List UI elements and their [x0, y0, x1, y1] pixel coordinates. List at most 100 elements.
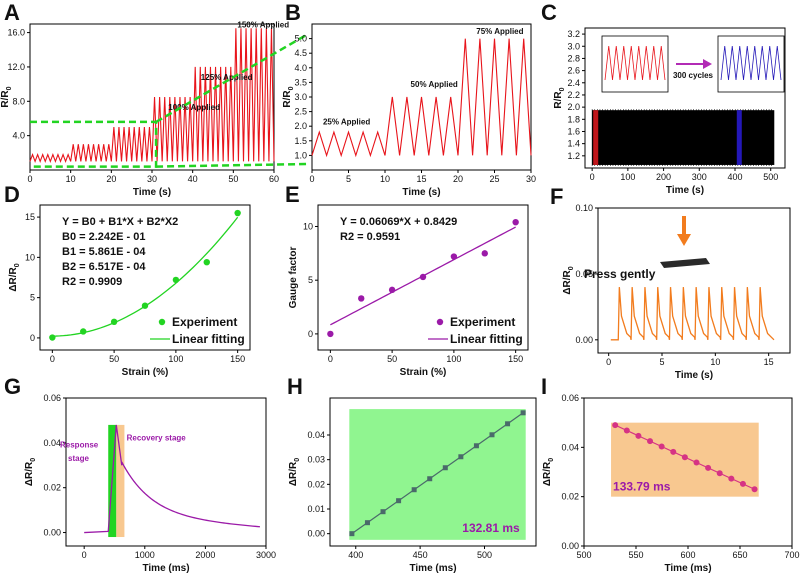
plot-frame [584, 27, 786, 169]
legend-marker [158, 318, 166, 326]
x-tick-label: 0 [309, 174, 314, 184]
x-tick-label: 1000 [135, 550, 155, 560]
data-point [505, 421, 511, 427]
inset-note: 300 cycles [673, 71, 714, 80]
data-point [670, 448, 677, 455]
arrow-icon [703, 59, 712, 69]
x-tick-label: 550 [628, 550, 643, 560]
y-tick-label: 2.2 [567, 90, 580, 100]
inset-frame [717, 35, 785, 93]
annotation: 125% Applied [201, 73, 253, 82]
y-tick-label: 2.0 [567, 102, 580, 112]
x-tick-label: 0 [50, 354, 55, 364]
data-point [520, 410, 526, 416]
cycle-highlight [593, 110, 599, 165]
y-tick-label: 0.00 [575, 335, 593, 345]
x-tick-label: 500 [763, 172, 778, 182]
data-point [489, 432, 495, 438]
cycle-highlight [736, 110, 742, 165]
data-point [110, 318, 118, 326]
y-axis-label: ΔR/R0 [542, 458, 555, 486]
data-point [411, 487, 417, 493]
response-label: stage [68, 454, 89, 463]
x-tick-label: 400 [348, 550, 363, 560]
zoom-connector [156, 162, 309, 168]
data-point [442, 465, 448, 471]
data-point [623, 427, 630, 434]
data-point [419, 273, 427, 281]
x-axis-label: Time (s) [675, 370, 713, 381]
fit-equation: Y = B0 + B1*X + B2*X2 [62, 216, 178, 228]
data-point [172, 276, 180, 284]
zoom-box [30, 120, 158, 168]
x-axis-label: Time (ms) [142, 563, 189, 574]
x-axis-label: Time (ms) [409, 563, 456, 574]
data-point [427, 476, 433, 482]
data-point [705, 464, 712, 471]
annotation: 75% Applied [476, 27, 523, 36]
y-tick-label: 0.04 [307, 430, 325, 440]
panel-c: C 0 100 200 300 400 500 1.2 1.4 1.6 1.8 2.0 2.2 2.4 2.… [541, 0, 786, 196]
x-tick-label: 650 [732, 550, 747, 560]
y-tick-label: 2.8 [567, 53, 580, 63]
y-tick-label: 4.5 [294, 48, 307, 58]
y-tick-label: 1.8 [567, 114, 580, 124]
pressure-signal [610, 287, 775, 341]
y-tick-label: 15 [25, 212, 35, 222]
y-tick-label: 1.0 [294, 150, 307, 160]
data-point [380, 509, 386, 515]
fit-equation: R2 = 0.9591 [340, 231, 400, 243]
data-point [80, 328, 87, 335]
zoom-connector [155, 32, 309, 123]
panel-label: I [541, 374, 547, 399]
data-point [739, 480, 746, 487]
y-tick-label: 5 [308, 275, 313, 285]
x-tick-label: 30 [526, 174, 536, 184]
data-point [327, 330, 334, 338]
press-note: Press gently [584, 267, 656, 281]
y-tick-label: 12.0 [7, 62, 25, 72]
y-tick-label: 3.0 [294, 92, 307, 102]
data-point [396, 498, 402, 504]
x-axis-label: Strain (%) [400, 367, 447, 378]
data-point [473, 443, 479, 449]
y-tick-label: 0 [308, 329, 313, 339]
data-point [751, 486, 758, 493]
data-point [728, 475, 735, 482]
legend-experiment: Experiment [172, 315, 237, 329]
x-tick-label: 10 [710, 357, 720, 367]
fit-equation: R2 = 0.9909 [62, 276, 122, 288]
x-tick-label: 100 [446, 354, 461, 364]
x-tick-label: 450 [413, 550, 428, 560]
y-tick-label: 0.00 [43, 528, 61, 538]
y-tick-label: 2.0 [294, 121, 307, 131]
y-tick-label: 0.05 [575, 269, 593, 279]
data-point [358, 295, 365, 302]
y-tick-label: 4.0 [294, 63, 307, 73]
y-axis-label: R/R0 [553, 87, 566, 108]
y-axis-label: R/R0 [282, 86, 295, 107]
duration-label: 133.79 ms [613, 480, 671, 494]
recovery-label: Recovery stage [127, 434, 187, 443]
x-tick-label: 50 [228, 174, 238, 184]
legend-fit: Linear fitting [450, 332, 523, 346]
y-tick-label: 0.06 [561, 393, 579, 403]
response-curve [84, 424, 260, 534]
inset-signal [720, 45, 782, 81]
y-axis-label: ΔR/R0 [562, 266, 575, 294]
panel-f: F 0 5 10 15 0.00 0.05 0.10 Time (s) ΔR/R0 Press ge… [550, 184, 791, 381]
x-axis-label: Time (s) [133, 187, 171, 198]
panel-i: I 500 550 600 650 700 0.00 0.02 0.04 0.06 Time (ms… [541, 374, 800, 574]
panel-label: E [285, 182, 300, 207]
plot-frame [329, 397, 537, 547]
panel-label: G [4, 374, 21, 399]
y-tick-label: 0.00 [561, 541, 579, 551]
data-point [364, 520, 370, 526]
panel-label: H [287, 374, 303, 399]
y-tick-label: 0.02 [43, 483, 61, 493]
data-point [693, 459, 700, 466]
legend-marker [436, 318, 444, 326]
plot-frame [39, 204, 251, 351]
y-tick-label: 0.10 [575, 203, 593, 213]
